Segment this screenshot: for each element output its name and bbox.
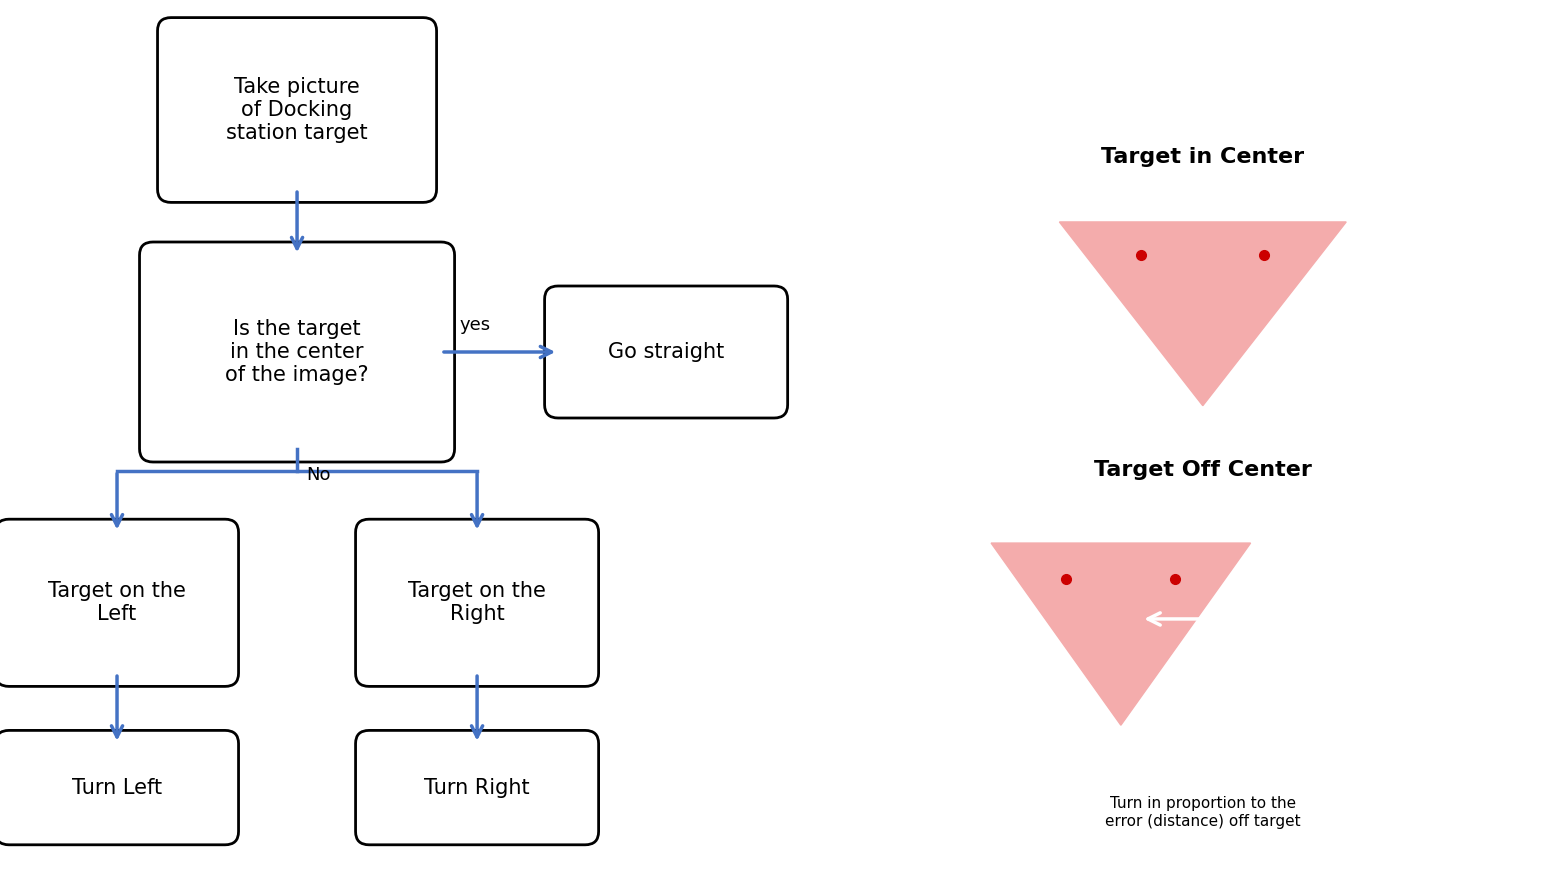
Text: Target on the
Right: Target on the Right: [408, 581, 546, 625]
Text: yes: yes: [459, 316, 490, 334]
Polygon shape: [1060, 222, 1346, 406]
Text: Target in Center: Target in Center: [1102, 147, 1304, 167]
Text: Is the target
in the center
of the image?: Is the target in the center of the image…: [225, 319, 369, 385]
Text: Take picture
of Docking
station target: Take picture of Docking station target: [227, 77, 368, 143]
FancyBboxPatch shape: [355, 519, 599, 686]
FancyBboxPatch shape: [158, 18, 436, 202]
FancyBboxPatch shape: [0, 730, 239, 845]
Text: Target on the
Left: Target on the Left: [48, 581, 186, 625]
Text: Turn Right: Turn Right: [424, 778, 529, 797]
Text: Turn in proportion to the
error (distance) off target: Turn in proportion to the error (distanc…: [1105, 796, 1301, 829]
Text: Turn Left: Turn Left: [71, 778, 161, 797]
FancyBboxPatch shape: [545, 286, 787, 418]
Text: No: No: [306, 466, 331, 484]
FancyBboxPatch shape: [0, 519, 239, 686]
FancyBboxPatch shape: [355, 730, 599, 845]
FancyBboxPatch shape: [140, 242, 455, 462]
Polygon shape: [992, 543, 1251, 725]
Text: Go straight: Go straight: [608, 342, 725, 362]
Text: Target Off Center: Target Off Center: [1094, 459, 1311, 480]
